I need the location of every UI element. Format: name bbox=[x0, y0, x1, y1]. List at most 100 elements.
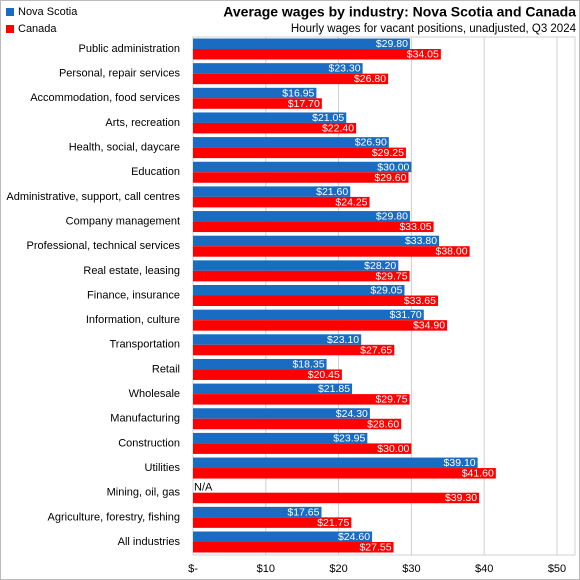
x-tick-label: $- bbox=[188, 563, 198, 575]
value-label: $21.60 bbox=[316, 186, 348, 198]
y-tick-label: Finance, insurance bbox=[87, 289, 180, 301]
value-label: $30.00 bbox=[377, 161, 409, 173]
value-label: $22.40 bbox=[322, 122, 354, 134]
value-label: $27.55 bbox=[359, 542, 391, 554]
value-label: $26.80 bbox=[354, 73, 386, 85]
y-tick-label: Information, culture bbox=[86, 314, 180, 326]
bar bbox=[193, 506, 322, 518]
value-label: $31.70 bbox=[390, 309, 422, 321]
x-tick-label: $10 bbox=[257, 563, 275, 575]
value-label: $17.65 bbox=[287, 506, 319, 518]
bar bbox=[193, 196, 370, 208]
bar bbox=[193, 358, 327, 370]
legend-label: Nova Scotia bbox=[18, 6, 78, 18]
y-tick-label: Accommodation, food services bbox=[30, 92, 180, 104]
bar bbox=[193, 517, 352, 528]
y-tick-label: Education bbox=[131, 166, 180, 178]
y-tick-label: Wholesale bbox=[129, 388, 180, 400]
y-tick-label: Health, social, daycare bbox=[69, 142, 180, 154]
value-label: $20.45 bbox=[308, 369, 340, 381]
value-label: $29.25 bbox=[372, 147, 404, 159]
bar bbox=[193, 246, 470, 257]
value-label: $27.65 bbox=[360, 344, 392, 356]
y-tick-label: Mining, oil, gas bbox=[107, 487, 181, 499]
y-tick-label: Arts, recreation bbox=[105, 117, 180, 129]
bar bbox=[193, 161, 412, 173]
y-tick-label: Utilities bbox=[145, 462, 181, 474]
bar bbox=[193, 542, 394, 553]
bar bbox=[193, 531, 373, 542]
value-label: $24.30 bbox=[336, 408, 368, 420]
y-tick-label: Retail bbox=[152, 363, 180, 375]
bar bbox=[193, 309, 424, 321]
bar bbox=[193, 369, 342, 380]
value-label: $17.70 bbox=[288, 98, 320, 110]
value-label: $33.80 bbox=[405, 235, 437, 247]
bar bbox=[193, 295, 438, 306]
chart-title: Average wages by industry: Nova Scotia a… bbox=[223, 4, 576, 20]
value-label: $23.30 bbox=[328, 63, 360, 75]
x-tick-label: $30 bbox=[402, 563, 420, 575]
bar bbox=[193, 122, 357, 134]
y-tick-label: Professional, technical services bbox=[27, 240, 181, 252]
value-label: $21.75 bbox=[317, 517, 349, 529]
value-label: $23.95 bbox=[333, 432, 365, 444]
bar bbox=[193, 147, 406, 159]
bar bbox=[193, 344, 395, 356]
bar bbox=[193, 112, 347, 123]
legend-label: Canada bbox=[18, 23, 57, 35]
y-tick-label: All industries bbox=[118, 536, 181, 548]
value-label: $18.35 bbox=[292, 358, 324, 370]
y-tick-label: Real estate, leasing bbox=[83, 265, 180, 277]
value-label: $26.90 bbox=[355, 137, 387, 149]
value-label: $29.75 bbox=[375, 270, 407, 282]
value-label: $24.60 bbox=[338, 531, 370, 543]
y-tick-label: Construction bbox=[118, 437, 180, 449]
value-label: $29.80 bbox=[376, 38, 408, 50]
y-tick-label: Personal, repair services bbox=[59, 68, 181, 80]
bar bbox=[193, 383, 353, 395]
y-tick-label: Agriculture, forestry, fishing bbox=[48, 511, 180, 523]
bar bbox=[193, 408, 370, 419]
value-label: $34.05 bbox=[407, 49, 439, 61]
value-label: $33.65 bbox=[404, 295, 436, 307]
bar bbox=[193, 260, 399, 271]
bar bbox=[193, 98, 322, 109]
bar bbox=[193, 432, 368, 444]
bar bbox=[193, 235, 440, 247]
y-tick-label: Transportation bbox=[109, 339, 180, 351]
value-label: $33.05 bbox=[399, 221, 431, 233]
bar bbox=[193, 63, 363, 74]
y-tick-label: Public administration bbox=[79, 43, 181, 55]
legend-swatch bbox=[6, 25, 14, 33]
bar bbox=[193, 211, 410, 222]
bar bbox=[193, 137, 389, 148]
bar bbox=[193, 285, 405, 296]
bar bbox=[193, 38, 410, 49]
bar bbox=[193, 418, 402, 430]
legend-swatch bbox=[6, 8, 14, 16]
value-label: $29.05 bbox=[370, 285, 402, 297]
value-label: $23.10 bbox=[327, 334, 359, 346]
x-tick-label: $20 bbox=[329, 563, 347, 575]
bar bbox=[193, 221, 434, 233]
value-label: $34.90 bbox=[413, 320, 445, 332]
value-label: $21.05 bbox=[312, 112, 344, 124]
value-label: $24.25 bbox=[335, 196, 367, 208]
y-tick-label: Company management bbox=[66, 215, 180, 227]
value-label: $16.95 bbox=[282, 87, 314, 99]
x-tick-label: $50 bbox=[548, 563, 566, 575]
value-label: N/A bbox=[194, 481, 213, 493]
bar bbox=[193, 270, 410, 282]
value-label: $21.85 bbox=[318, 383, 350, 395]
value-label: $28.20 bbox=[364, 260, 396, 272]
bar bbox=[193, 468, 496, 479]
chart-subtitle: Hourly wages for vacant positions, unadj… bbox=[291, 23, 577, 35]
bar bbox=[193, 457, 478, 469]
y-tick-label: Manufacturing bbox=[110, 413, 180, 425]
value-label: $30.00 bbox=[377, 443, 409, 455]
bar bbox=[193, 320, 448, 331]
bar bbox=[193, 443, 412, 454]
bar bbox=[193, 49, 441, 60]
